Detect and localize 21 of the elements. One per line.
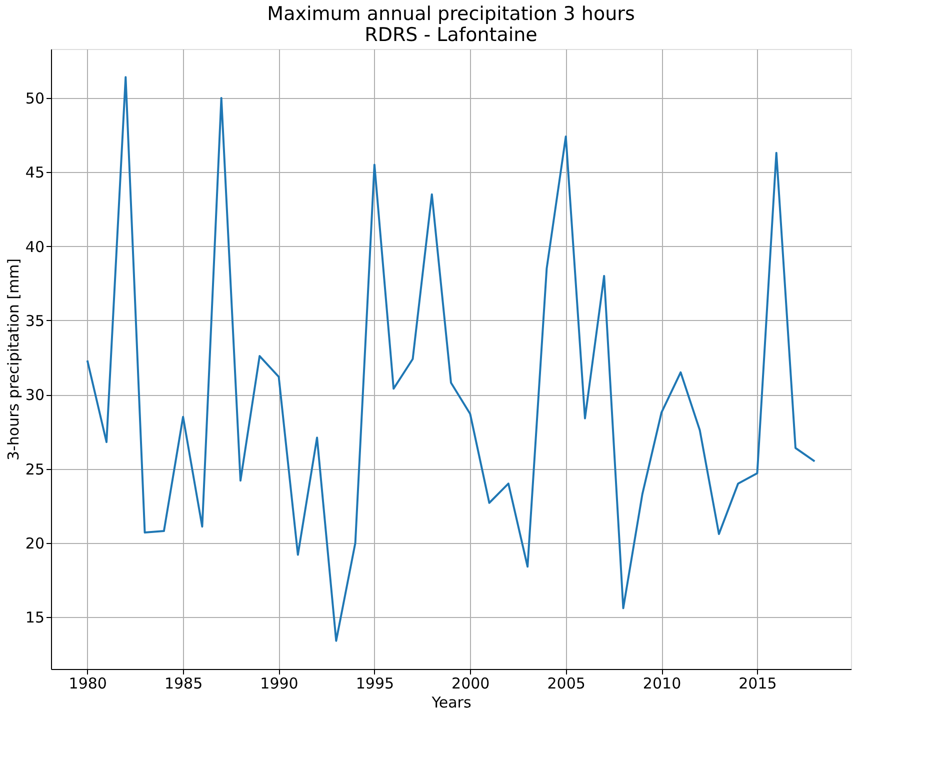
x-axis-title: Years: [430, 694, 472, 712]
y-tick-label: 30: [25, 386, 44, 404]
x-tick-label: 2005: [547, 674, 586, 692]
x-tick-label: 2010: [642, 674, 682, 692]
chart-subtitle: RDRS - Lafontaine: [364, 24, 538, 46]
x-tick-label: 1995: [356, 674, 394, 692]
x-tick-label: 2015: [738, 674, 777, 692]
y-tick-label: 35: [25, 312, 44, 330]
x-tick-label: 1990: [260, 674, 298, 692]
y-tick-label: 20: [25, 534, 44, 552]
x-tick-label: 1985: [164, 674, 203, 692]
y-tick-label: 50: [25, 89, 44, 108]
y-tick-label: 25: [25, 460, 44, 478]
x-tick-label: 1980: [68, 674, 107, 692]
y-tick-label: 40: [25, 238, 44, 256]
line-series: [86, 76, 816, 642]
y-axis-title: 3-hours precipitation [mm]: [4, 258, 22, 461]
x-tick-label: 2000: [452, 674, 490, 692]
y-tick-label: 45: [25, 164, 44, 182]
y-tick-label: 15: [25, 608, 44, 627]
chart-title: Maximum annual precipitation 3 hours: [267, 3, 635, 25]
